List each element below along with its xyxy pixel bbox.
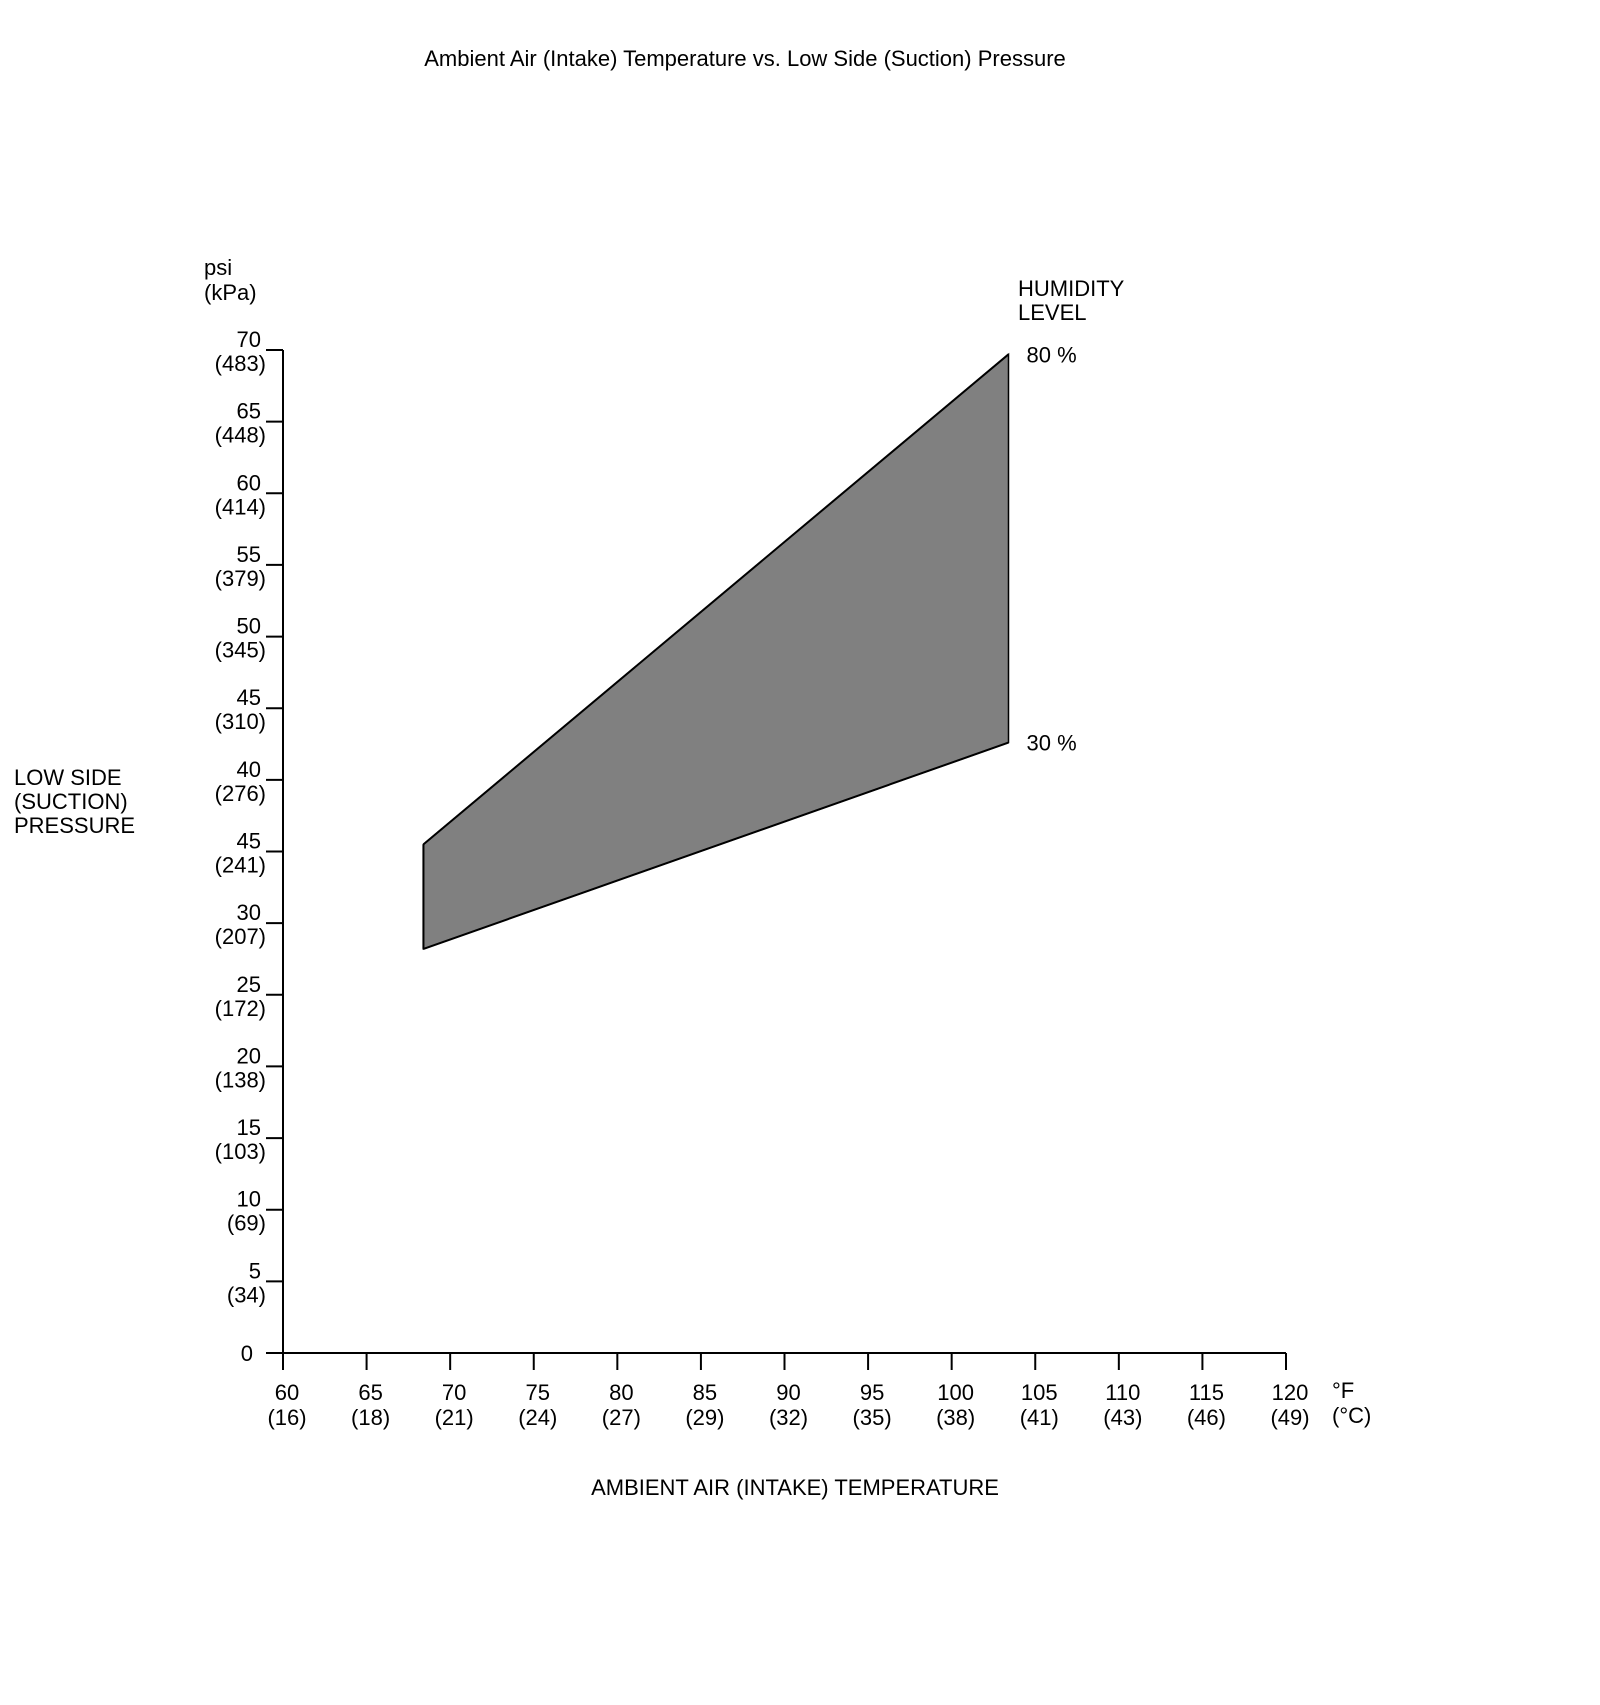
y-tick-label-kpa: (34) [227,1282,266,1307]
x-tick-label-c: (46) [1187,1405,1226,1430]
x-tick-label-c: (41) [1020,1405,1059,1430]
y-tick-label-psi: 40 [237,757,261,782]
y-tick-label-psi: 65 [237,399,261,424]
y-tick-label-kpa: (172) [215,996,266,1021]
y-tick-label-kpa: (310) [215,709,266,734]
x-tick-label-c: (21) [435,1405,474,1430]
x-tick-label-c: (18) [351,1405,390,1430]
plot-area: 80 % 30 % 0 5(34) 10(69) 15(103) 20(138) 25(172… [215,327,1310,1430]
y-tick-label-kpa: (241) [215,853,266,878]
x-tick-label-c: (49) [1270,1405,1309,1430]
y-tick-label-psi: 10 [237,1187,261,1212]
y-tick-label-psi: 0 [241,1341,253,1366]
y-tick-label-psi: 25 [237,972,261,997]
y-tick-label-psi: 15 [237,1115,261,1140]
x-unit-f: °F [1332,1378,1354,1403]
x-tick-label-f: 60 [275,1380,299,1405]
y-tick-label-psi: 70 [237,327,261,352]
x-tick-label-f: 110 [1105,1380,1140,1405]
x-tick-label-f: 90 [776,1380,800,1405]
y-tick-label-kpa: (345) [215,638,266,663]
x-tick-label-c: (27) [602,1405,641,1430]
y-tick-label-kpa: (138) [215,1067,266,1092]
x-tick-label-f: 105 [1021,1380,1058,1405]
x-axis-title: AMBIENT AIR (INTAKE) TEMPERATURE [591,1475,999,1500]
x-tick-label-f: 115 [1189,1380,1224,1405]
y-tick-label-psi: 45 [237,685,261,710]
legend-title-line-2: LEVEL [1018,300,1087,325]
legend-title-line-1: HUMIDITY [1018,276,1125,301]
y-tick-label-kpa: (483) [215,351,266,376]
y-tick-label-kpa: (103) [215,1139,266,1164]
y-tick-label-kpa: (69) [227,1211,266,1236]
y-unit-kpa: (kPa) [204,280,257,305]
x-tick-label-f: 75 [526,1380,550,1405]
humidity-range-area [422,352,1010,950]
y-tick-label-psi: 45 [237,829,261,854]
y-tick-label-psi: 5 [249,1258,261,1283]
y-unit-psi: psi [204,255,232,280]
x-tick-label-c: (32) [769,1405,808,1430]
x-tick-label-f: 120 [1272,1380,1309,1405]
series-label-humidity-30: 30 % [1027,731,1077,756]
chart-title: Ambient Air (Intake) Temperature vs. Low… [424,46,1066,71]
y-axis-title-line-3: PRESSURE [14,813,135,838]
y-tick-label-kpa: (414) [215,494,266,519]
y-axis-title-line-2: (SUCTION) [14,789,128,814]
x-tick-label-f: 70 [442,1380,466,1405]
x-tick-label-f: 95 [860,1380,884,1405]
x-tick-label-c: (16) [267,1405,306,1430]
y-tick-label-psi: 50 [237,614,261,639]
x-tick-label-c: (29) [685,1405,724,1430]
y-tick-label-kpa: (448) [215,423,266,448]
x-tick-label-c: (24) [518,1405,557,1430]
x-tick-label-c: (38) [936,1405,975,1430]
series-line-humidity-80 [422,353,1010,846]
series-line-humidity-30 [423,741,1009,950]
y-tick-label-psi: 60 [237,470,261,495]
series-label-humidity-80: 80 % [1027,342,1077,367]
x-tick-label-f: 85 [693,1380,717,1405]
x-tick-label-f: 100 [937,1380,974,1405]
y-tick-label-psi: 20 [237,1043,261,1068]
x-tick-label-c: (43) [1103,1405,1142,1430]
y-tick-label-psi: 30 [237,900,261,925]
y-tick-label-kpa: (276) [215,781,266,806]
x-tick-label-f: 65 [358,1380,382,1405]
y-tick-label-psi: 55 [237,542,261,567]
y-axis-title-line-1: LOW SIDE [14,765,122,790]
x-tick-label-c: (35) [853,1405,892,1430]
y-tick-label-kpa: (207) [215,924,266,949]
x-unit-c: (°C) [1332,1403,1371,1428]
x-tick-label-f: 80 [609,1380,633,1405]
y-tick-label-kpa: (379) [215,566,266,591]
